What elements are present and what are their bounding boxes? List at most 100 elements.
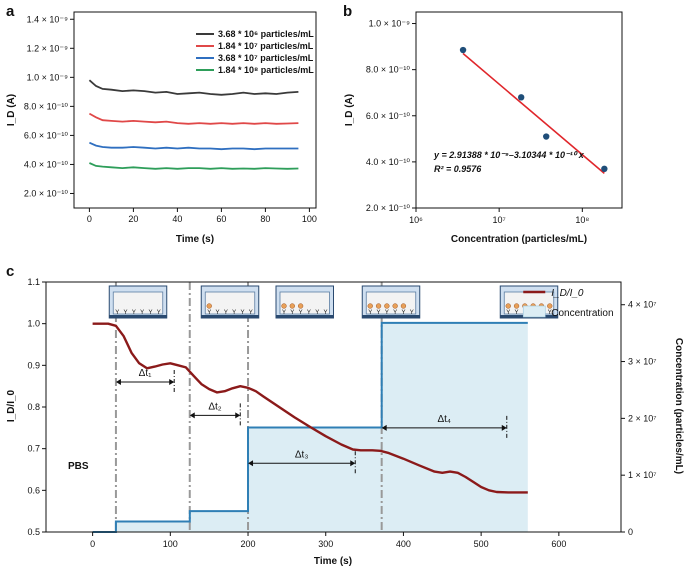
chart-b-ylabel: I_D (A) bbox=[344, 94, 355, 126]
chart-c-cell-probe: Y bbox=[548, 310, 552, 316]
chart-c-cell-probe: Y bbox=[323, 310, 327, 316]
chart-c-cell-probe: Y bbox=[249, 310, 253, 316]
chart-a-xtick-label: 80 bbox=[260, 214, 270, 224]
chart-b-xtick-label: 10⁸ bbox=[575, 215, 589, 225]
chart-c-interval-label: Δt₂ bbox=[208, 401, 221, 412]
chart-c-cell-probe: Y bbox=[207, 310, 211, 316]
chart-c-cell-probe: Y bbox=[410, 310, 414, 316]
chart-b-xtick-label: 10⁷ bbox=[493, 215, 506, 225]
chart-c-xtick-label: 0 bbox=[90, 539, 95, 549]
chart-c-cell-probe: Y bbox=[140, 310, 144, 316]
chart-c-cell-particle bbox=[547, 303, 553, 309]
chart-c-cell-chamber bbox=[365, 291, 417, 315]
chart-c-ytick-label: 0.8 bbox=[27, 402, 40, 412]
chart-c-ylabel: I_D/I_0 bbox=[6, 389, 17, 422]
chart-c-ratio-line bbox=[92, 322, 528, 494]
chart-c-cell-probe: Y bbox=[385, 310, 389, 316]
chart-b-xlabel: Concentration (particles/mL) bbox=[451, 234, 587, 245]
chart-a-legend-label: 3.68 * 10⁶ particles/mL bbox=[218, 29, 314, 39]
chart-c-cell-particle bbox=[400, 303, 407, 309]
chart-b: 10⁶ 10⁷ 10⁸ 2.0 × 10⁻¹⁰ 4.0 × 10⁻¹⁰ 6.0 × 10⁻… bbox=[344, 11, 623, 245]
chart-c-cell-probe: Y bbox=[224, 310, 228, 316]
chart-c-cell-particle bbox=[384, 303, 390, 309]
chart-b-frame bbox=[415, 11, 623, 209]
chart-c-y2tick-label: 1 × 10⁷ bbox=[628, 470, 657, 480]
chart-c-concentration-area bbox=[92, 322, 528, 532]
chart-a-xtick-label: 20 bbox=[128, 214, 138, 224]
chart-a-series-line bbox=[88, 112, 299, 125]
chart-c-cell-probe: Y bbox=[157, 310, 161, 316]
chart-c-cell-electrode bbox=[109, 315, 167, 318]
chart-c-pbs-label: PBS bbox=[68, 461, 89, 472]
chart-c-cell-probe: Y bbox=[377, 310, 381, 316]
chart-c-cell-probe: Y bbox=[299, 310, 303, 316]
chart-a-series-line bbox=[89, 162, 299, 170]
chart-a-ytick-label: 4.0 × 10⁻¹⁰ bbox=[24, 159, 69, 169]
chart-a-ytick-label: 2.0 × 10⁻¹⁰ bbox=[24, 188, 69, 198]
chart-a-legend-label: 3.68 * 10⁷ particles/mL bbox=[218, 53, 314, 63]
chart-a-xlabel: Time (s) bbox=[176, 234, 214, 245]
chart-c-legend-ratio-label: I_D/I_0 bbox=[551, 288, 584, 299]
chart-c-cell-probe: Y bbox=[216, 310, 220, 316]
chart-b-fit-line bbox=[462, 52, 605, 175]
chart-c-cell-chamber bbox=[204, 291, 256, 315]
chart-a-series-line bbox=[89, 141, 299, 151]
chart-c-cell-particle bbox=[505, 303, 511, 309]
chart-c-ytick-label: 0.7 bbox=[27, 444, 40, 454]
chart-c-cell-probe: Y bbox=[393, 310, 397, 316]
chart-b-data-point bbox=[517, 94, 525, 101]
chart-c-y2tick-label: 2 × 10⁷ bbox=[628, 413, 657, 423]
chart-a-xtick-label: 0 bbox=[87, 214, 92, 224]
chart-c-y2tick-label: 4 × 10⁷ bbox=[628, 300, 657, 310]
chart-c-cell-probe: Y bbox=[232, 310, 236, 316]
panel-label-c: c bbox=[6, 263, 14, 280]
chart-b-ytick-label: 8.0 × 10⁻¹⁰ bbox=[366, 65, 411, 75]
chart-c-cell-probe: Y bbox=[307, 310, 311, 316]
panel-label-a: a bbox=[6, 3, 15, 20]
chart-c-legend-concentration-swatch bbox=[522, 305, 546, 318]
chart-c-cell-probe: Y bbox=[290, 310, 294, 316]
chart-c-cell-particle bbox=[297, 303, 304, 309]
chart-c-cell-chamber bbox=[112, 291, 164, 315]
chart-c-cell-electrode bbox=[201, 315, 259, 318]
chart-a-ylabel: I_D (A) bbox=[6, 94, 17, 126]
chart-c-y2label: Concentration (particles/mL) bbox=[673, 338, 684, 474]
chart-c-xtick-label: 600 bbox=[551, 539, 566, 549]
chart-a-frame bbox=[73, 11, 317, 209]
chart-c: YYYYYYYYYYYYYYYYYYYYYYYYYYYYYY Δt₁Δt₂Δt₃… bbox=[6, 277, 684, 567]
chart-c-cell-probe: Y bbox=[515, 310, 519, 316]
chart-a-ytick-label: 1.2 × 10⁻⁹ bbox=[27, 43, 69, 53]
chart-a-xtick-label: 100 bbox=[302, 214, 317, 224]
chart-c-xtick-label: 200 bbox=[241, 539, 256, 549]
chart-a-ytick-label: 6.0 × 10⁻¹⁰ bbox=[24, 130, 69, 140]
chart-c-interval-label: Δt₃ bbox=[295, 449, 309, 460]
chart-c-cell-probe: Y bbox=[401, 310, 405, 316]
chart-c-concentration-line bbox=[92, 321, 528, 533]
chart-c-cell-chamber bbox=[279, 291, 330, 315]
chart-b-r2: R² = 0.9576 bbox=[434, 164, 482, 174]
chart-c-cell-electrode bbox=[362, 315, 420, 318]
chart-c-cell-probe: Y bbox=[115, 310, 119, 316]
chart-c-legend-concentration-label: Concentration bbox=[551, 308, 613, 319]
chart-c-ytick-label: 1.1 bbox=[27, 277, 40, 287]
chart-c-cell-particle bbox=[289, 303, 295, 309]
chart-c-ytick-label: 0.5 bbox=[27, 527, 40, 537]
chart-c-cell-particle bbox=[392, 303, 398, 309]
chart-c-xtick-label: 400 bbox=[396, 539, 411, 549]
chart-a-xtick-label: 60 bbox=[216, 214, 226, 224]
chart-c-interval-label: Δt₁ bbox=[139, 368, 152, 379]
chart-a-ytick-label: 1.0 × 10⁻⁹ bbox=[27, 72, 69, 82]
chart-a-legend-label: 1.84 * 10⁷ particles/mL bbox=[218, 41, 314, 51]
chart-c-ytick-label: 0.6 bbox=[27, 485, 40, 495]
chart-b-data-point bbox=[543, 133, 550, 140]
chart-c-cell-particle bbox=[375, 303, 382, 309]
chart-c-cell-particle bbox=[281, 303, 287, 309]
chart-c-cell-probe: Y bbox=[132, 310, 136, 316]
chart-c-y2tick-label: 3 × 10⁷ bbox=[628, 357, 657, 367]
chart-c-y2tick-label: 0 bbox=[628, 527, 633, 537]
